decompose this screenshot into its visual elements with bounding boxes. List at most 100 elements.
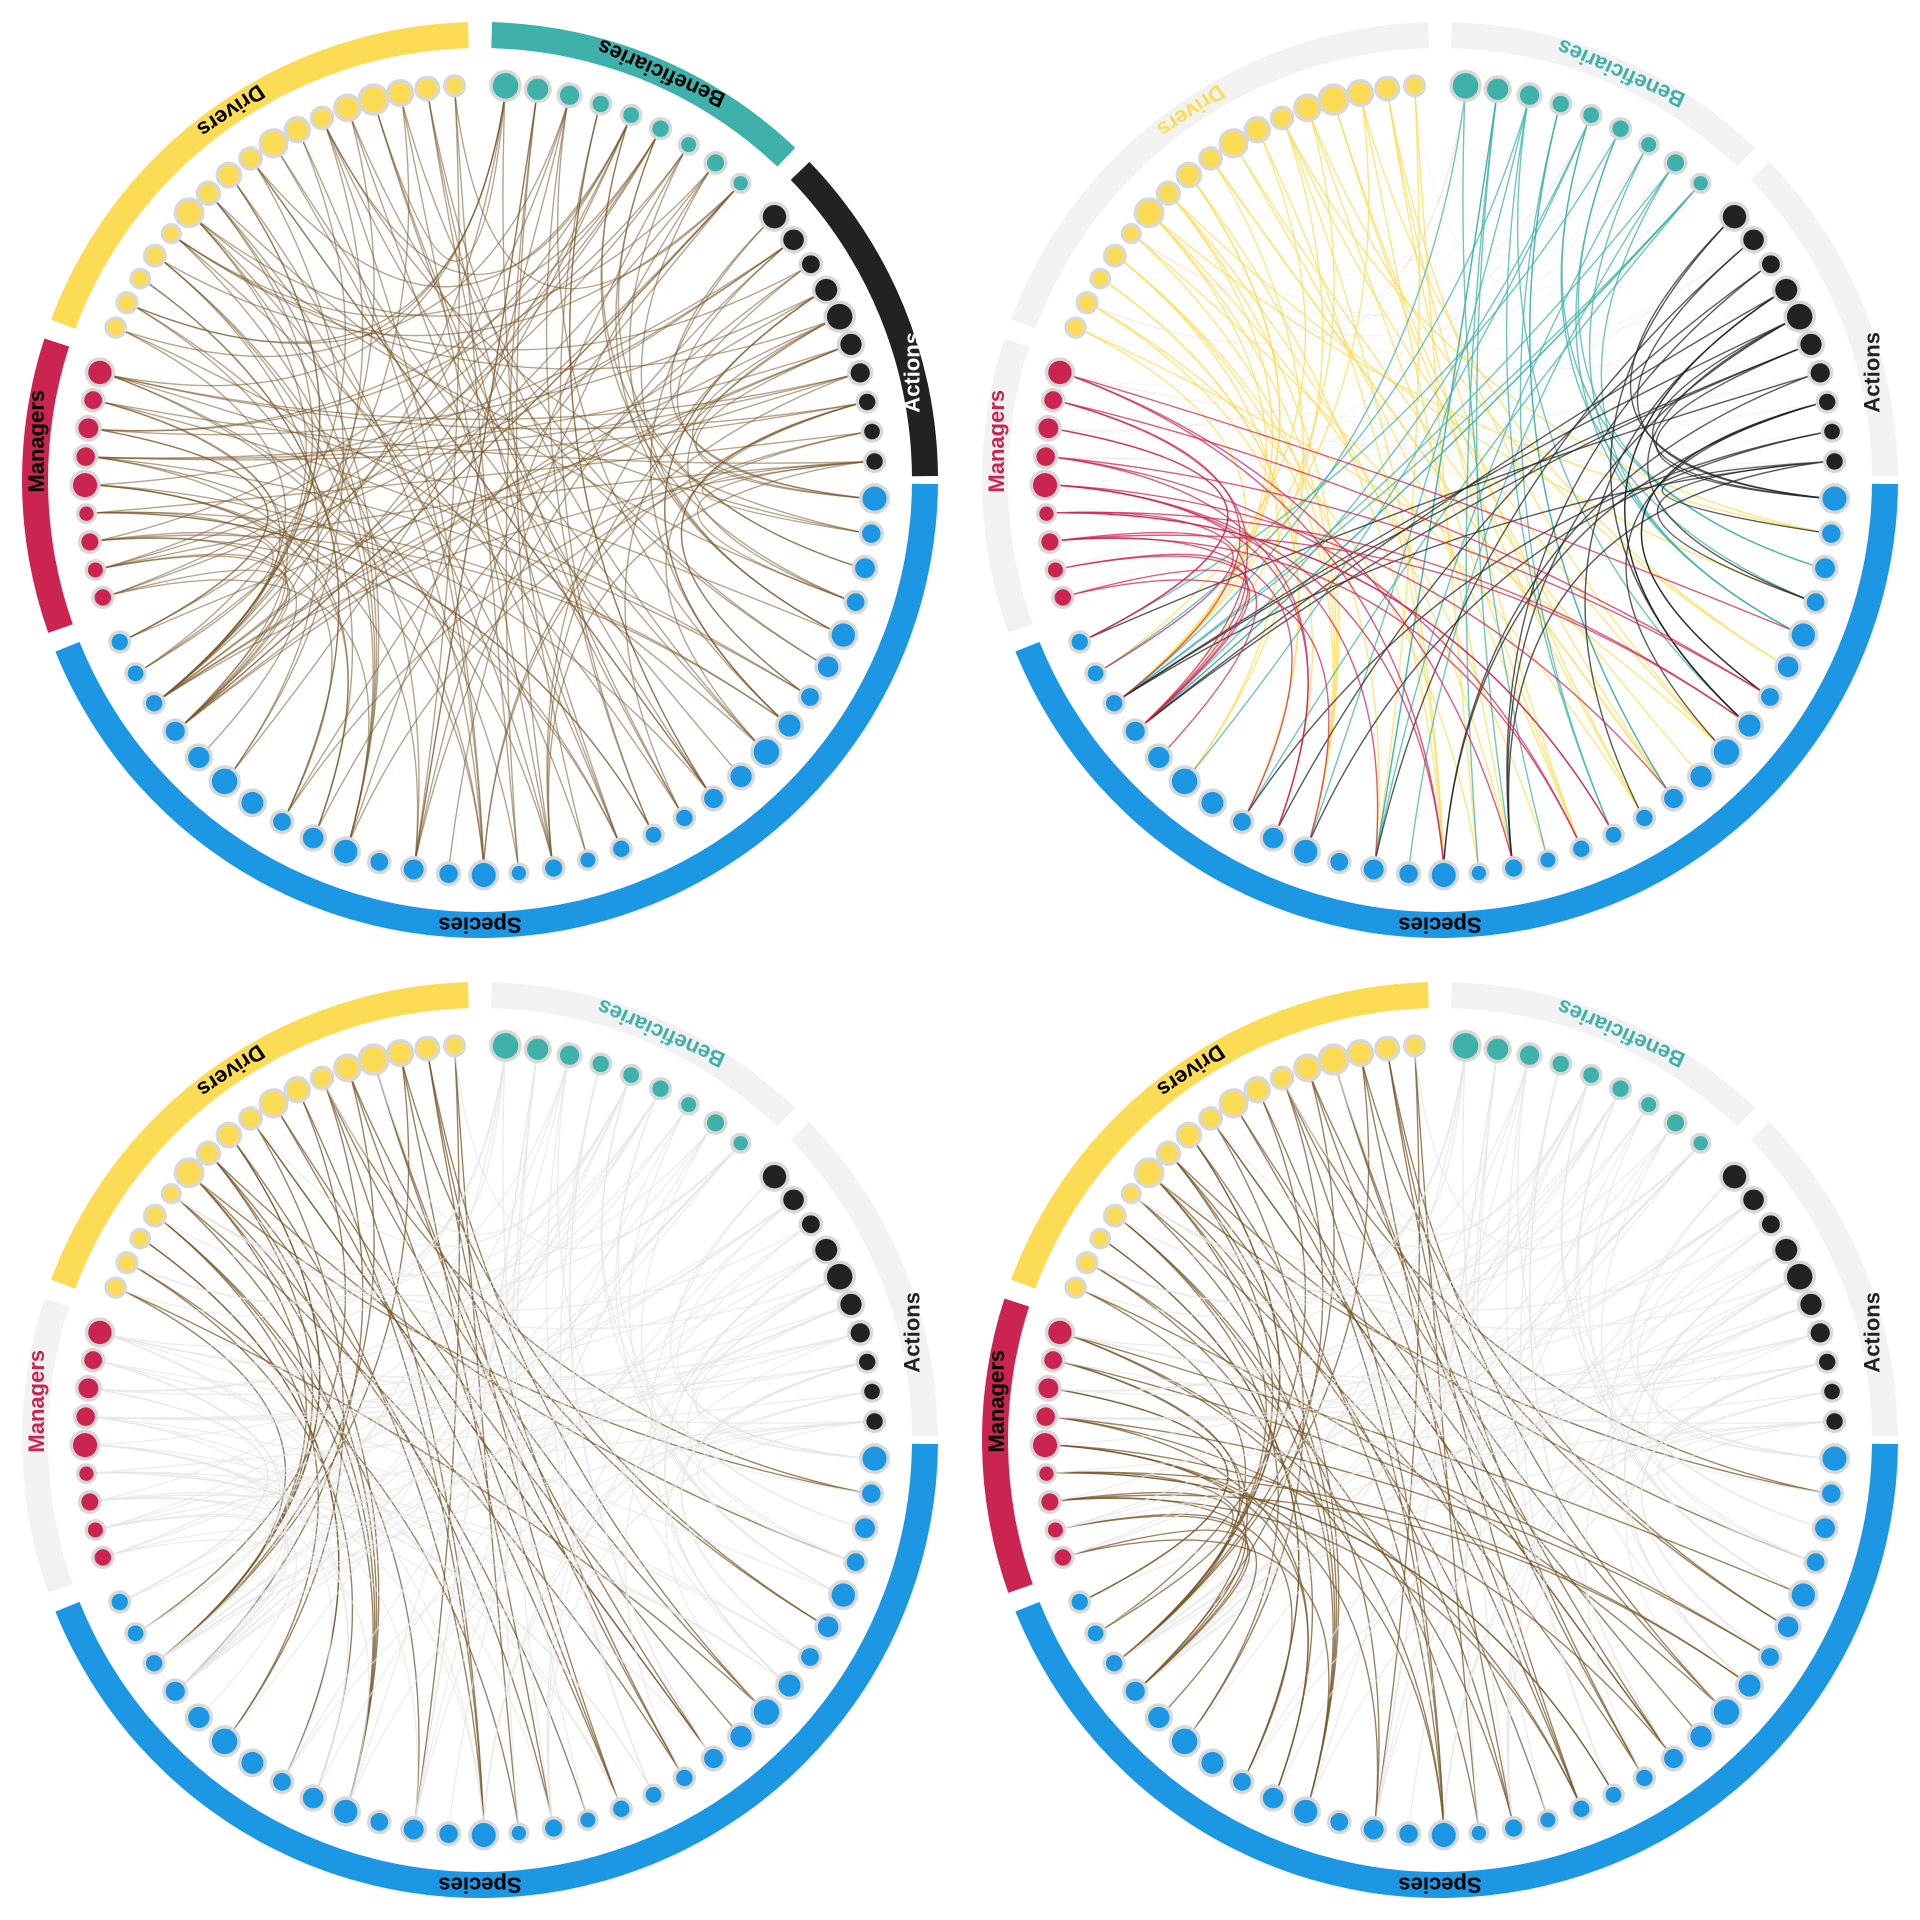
node-drivers[interactable] <box>389 82 411 104</box>
node-beneficiaries[interactable] <box>492 1033 519 1059</box>
node-actions[interactable] <box>783 1189 804 1211</box>
node-actions[interactable] <box>1722 205 1747 229</box>
node-actions[interactable] <box>1761 1215 1780 1234</box>
node-species[interactable] <box>1664 788 1684 809</box>
node-species[interactable] <box>1738 1674 1761 1697</box>
node-species[interactable] <box>1573 1800 1590 1818</box>
node-beneficiaries[interactable] <box>1666 1114 1685 1132</box>
node-beneficiaries[interactable] <box>681 137 697 153</box>
node-species[interactable] <box>145 694 163 712</box>
node-species[interactable] <box>753 739 780 765</box>
node-species[interactable] <box>1713 1699 1740 1725</box>
node-species[interactable] <box>545 1819 563 1837</box>
node-actions[interactable] <box>1826 453 1843 470</box>
node-species[interactable] <box>127 1625 144 1642</box>
node-species[interactable] <box>511 865 527 881</box>
node-species[interactable] <box>1636 809 1653 827</box>
node-species[interactable] <box>1605 826 1622 843</box>
node-managers[interactable] <box>1047 1522 1063 1538</box>
node-beneficiaries[interactable] <box>1583 107 1600 123</box>
node-managers[interactable] <box>1036 447 1055 466</box>
node-species[interactable] <box>145 1654 163 1672</box>
node-species[interactable] <box>817 1616 839 1638</box>
node-species[interactable] <box>817 656 839 678</box>
node-species[interactable] <box>846 1553 865 1572</box>
node-species[interactable] <box>580 1812 596 1828</box>
node-beneficiaries[interactable] <box>527 1038 549 1060</box>
ring-segment-managers[interactable] <box>21 338 73 633</box>
ring-segment-beneficiaries[interactable] <box>1451 982 1756 1127</box>
node-beneficiaries[interactable] <box>1487 1038 1509 1060</box>
node-beneficiaries[interactable] <box>592 95 609 113</box>
node-species[interactable] <box>753 1699 780 1725</box>
node-managers[interactable] <box>88 360 112 385</box>
node-drivers[interactable] <box>336 96 359 119</box>
node-managers[interactable] <box>1038 1378 1059 1399</box>
node-species[interactable] <box>1431 862 1456 888</box>
node-species[interactable] <box>1201 1751 1224 1774</box>
node-drivers[interactable] <box>1349 1042 1371 1064</box>
node-species[interactable] <box>1505 1819 1523 1837</box>
node-species[interactable] <box>704 788 724 809</box>
node-beneficiaries[interactable] <box>681 1097 697 1113</box>
node-species[interactable] <box>302 1787 324 1809</box>
node-species[interactable] <box>1330 1813 1349 1831</box>
node-species[interactable] <box>127 665 144 682</box>
node-species[interactable] <box>165 1681 185 1701</box>
node-managers[interactable] <box>84 1351 103 1370</box>
node-species[interactable] <box>165 721 185 741</box>
ring-segment-drivers[interactable] <box>1011 22 1429 329</box>
node-drivers[interactable] <box>1273 1069 1291 1087</box>
node-managers[interactable] <box>1044 391 1063 410</box>
node-species[interactable] <box>730 765 752 788</box>
node-actions[interactable] <box>1810 363 1830 383</box>
node-managers[interactable] <box>79 506 94 521</box>
ring-segment-actions[interactable] <box>1750 1121 1898 1437</box>
node-species[interactable] <box>778 1674 801 1697</box>
node-drivers[interactable] <box>132 271 148 287</box>
ring-segment-managers[interactable] <box>21 1298 73 1593</box>
node-managers[interactable] <box>1038 418 1059 439</box>
node-species[interactable] <box>1262 1787 1284 1809</box>
node-drivers[interactable] <box>1106 247 1124 265</box>
node-species[interactable] <box>730 1725 752 1748</box>
node-beneficiaries[interactable] <box>1487 78 1509 100</box>
node-actions[interactable] <box>1824 423 1840 440</box>
node-managers[interactable] <box>72 1433 98 1458</box>
node-managers[interactable] <box>1041 533 1059 551</box>
node-drivers[interactable] <box>360 86 387 113</box>
node-actions[interactable] <box>826 303 853 330</box>
node-species[interactable] <box>1540 1812 1556 1828</box>
node-drivers[interactable] <box>1247 119 1268 141</box>
node-species[interactable] <box>1431 1822 1456 1848</box>
node-beneficiaries[interactable] <box>652 120 669 137</box>
node-beneficiaries[interactable] <box>559 85 580 105</box>
node-managers[interactable] <box>1041 1493 1059 1511</box>
node-beneficiaries[interactable] <box>1641 137 1657 153</box>
node-drivers[interactable] <box>287 1079 308 1101</box>
node-drivers[interactable] <box>132 1231 148 1247</box>
node-managers[interactable] <box>1044 1351 1063 1370</box>
node-species[interactable] <box>471 1822 496 1848</box>
node-drivers[interactable] <box>313 109 331 127</box>
node-species[interactable] <box>831 1583 855 1607</box>
node-species[interactable] <box>1233 1772 1251 1791</box>
node-actions[interactable] <box>1775 278 1798 301</box>
node-actions[interactable] <box>850 363 870 383</box>
node-species[interactable] <box>1822 486 1847 511</box>
node-species[interactable] <box>439 864 458 883</box>
node-species[interactable] <box>111 633 128 651</box>
node-species[interactable] <box>1605 1786 1622 1803</box>
node-managers[interactable] <box>1032 473 1058 498</box>
node-beneficiaries[interactable] <box>623 107 640 123</box>
node-species[interactable] <box>1713 739 1740 765</box>
node-actions[interactable] <box>1775 1238 1798 1261</box>
node-species[interactable] <box>302 827 324 849</box>
node-drivers[interactable] <box>287 119 308 141</box>
node-drivers[interactable] <box>261 131 286 155</box>
node-actions[interactable] <box>815 1238 838 1261</box>
node-species[interactable] <box>1664 1748 1684 1769</box>
node-species[interactable] <box>1791 623 1815 647</box>
node-beneficiaries[interactable] <box>733 176 748 191</box>
node-drivers[interactable] <box>1273 109 1291 127</box>
